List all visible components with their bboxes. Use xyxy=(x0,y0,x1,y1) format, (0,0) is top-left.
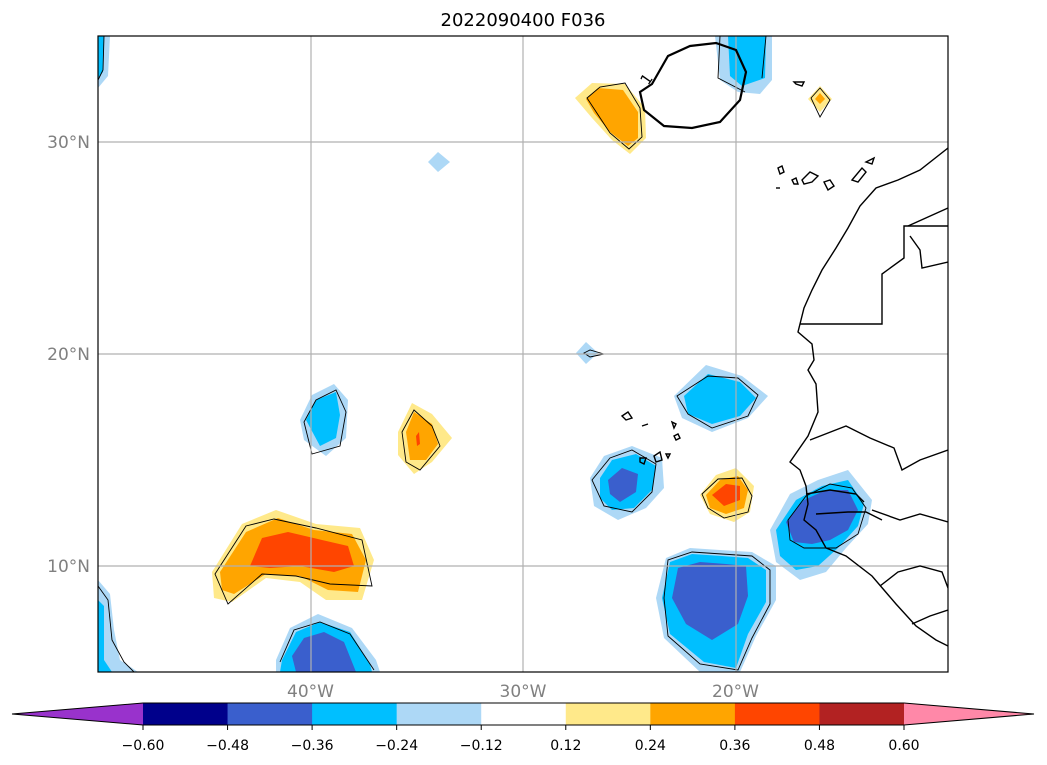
island-cv-7 xyxy=(664,453,672,460)
colorbar-segment xyxy=(312,703,398,725)
island-cv-1 xyxy=(620,411,634,421)
colorbar-tick-label: 0.60 xyxy=(888,738,919,754)
colorbar-tick-label: −0.48 xyxy=(206,738,249,754)
contour-14n xyxy=(591,449,657,513)
island-canary-5 xyxy=(850,166,867,183)
colorbar-segment xyxy=(819,703,905,725)
field-isolated-dot xyxy=(428,152,450,172)
y-tick-label: 10°N xyxy=(47,557,90,577)
map-area: 1 xyxy=(98,36,948,672)
border-liberia xyxy=(911,609,948,625)
colorbar-tick-label: −0.36 xyxy=(291,738,334,754)
colorbar-tick-label: 0.48 xyxy=(804,738,835,754)
island-canary-2 xyxy=(791,177,799,185)
colorbar-segment xyxy=(227,703,313,725)
island-canary-6 xyxy=(864,156,876,165)
y-tick-label: 20°N xyxy=(47,345,90,365)
contour-18n xyxy=(676,375,759,429)
contour-10n xyxy=(214,518,373,605)
border-western-sahara xyxy=(800,225,948,325)
map-frame xyxy=(97,35,949,673)
border-morocco xyxy=(907,207,948,227)
island-cv-4 xyxy=(673,433,681,441)
y-tick-label: 30°N xyxy=(47,133,90,153)
border-mauritania-mali xyxy=(909,235,948,269)
colorbar-segment xyxy=(565,703,651,725)
colorbar-tick-label: 0.12 xyxy=(550,738,581,754)
x-tick-label: 20°W xyxy=(712,682,759,702)
madeira-islands xyxy=(792,81,806,87)
island-cv-5 xyxy=(639,457,647,465)
colorbar-segment xyxy=(650,703,736,725)
contour-senegal xyxy=(787,483,867,549)
island-canary-3 xyxy=(801,171,820,185)
y-axis-ticks: 30°N 20°N 10°N xyxy=(47,133,90,577)
x-tick-label: 30°W xyxy=(500,682,547,702)
colorbar-segment xyxy=(143,703,229,725)
field-5n-blue xyxy=(292,632,356,672)
field-8n-blue xyxy=(672,562,748,640)
x-axis-ticks: 40°W 30°W 20°W xyxy=(287,682,759,702)
contour-13n xyxy=(701,477,753,519)
field-top-strip-cyan xyxy=(728,36,766,86)
field-left-nw-cyan xyxy=(98,36,104,78)
field-17n-west-cyan xyxy=(306,392,340,446)
coastlines xyxy=(620,81,948,647)
island-cv-3 xyxy=(670,420,677,430)
contour-16n xyxy=(401,409,441,471)
colorbar-segment xyxy=(734,703,820,725)
field-14n-blue xyxy=(608,468,638,502)
colorbar-tick-label: −0.12 xyxy=(460,738,503,754)
shaded-fields xyxy=(98,36,872,672)
colorbar-tick-label: −0.60 xyxy=(122,738,165,754)
border-guinea-sierra xyxy=(879,565,948,589)
field-13n-red xyxy=(712,484,740,506)
cape-verde-islands xyxy=(620,411,681,465)
contour-bold-loop xyxy=(638,41,748,130)
colorbar-tick-label: −0.24 xyxy=(375,738,418,754)
field-canary-pos-core xyxy=(815,93,825,104)
island-cv-2 xyxy=(641,423,649,427)
contour-left-nw xyxy=(98,36,105,81)
field-ne-pocket-orange xyxy=(586,88,638,146)
colorbar-segment xyxy=(396,703,482,725)
colorbar-tick-label: 0.24 xyxy=(635,738,666,754)
island-canary-1 xyxy=(777,165,785,175)
contour-8n xyxy=(663,551,771,671)
colorbar-segment xyxy=(481,703,567,725)
chart-title: 2022090400 F036 xyxy=(441,10,606,31)
grid-lines xyxy=(98,36,948,672)
field-10n-red xyxy=(250,532,354,572)
contour-ne-pocket xyxy=(586,82,643,150)
border-senegal-north xyxy=(809,425,948,472)
colorbar-extend-low xyxy=(12,703,143,725)
border-mali-guinea xyxy=(871,509,948,523)
canary-islands xyxy=(776,156,876,192)
island-madeira xyxy=(792,81,806,87)
border-gambia xyxy=(805,489,865,503)
contour-canary xyxy=(810,87,831,118)
contour-5n xyxy=(279,621,375,671)
coastline-africa xyxy=(789,147,948,647)
field-small-20n xyxy=(576,342,598,364)
contour-left-sw xyxy=(98,585,135,672)
field-16n-red xyxy=(416,432,420,446)
colorbar-extend-high xyxy=(904,703,1034,725)
field-18n-cyan xyxy=(684,374,756,424)
field-left-sw-cyan xyxy=(98,600,112,672)
border-guinea-bissau xyxy=(815,511,883,521)
colorbar: −0.60 −0.48 −0.36 −0.24 −0.12 0.12 0.24 0.36 0.4… xyxy=(11,702,1035,754)
colorbar-tick-label: 0.36 xyxy=(719,738,750,754)
x-tick-label: 40°W xyxy=(287,682,334,702)
island-canary-4 xyxy=(823,179,835,192)
island-cv-6 xyxy=(653,450,663,463)
field-senegal-blue xyxy=(786,490,858,544)
contour-17n-west xyxy=(303,389,347,455)
